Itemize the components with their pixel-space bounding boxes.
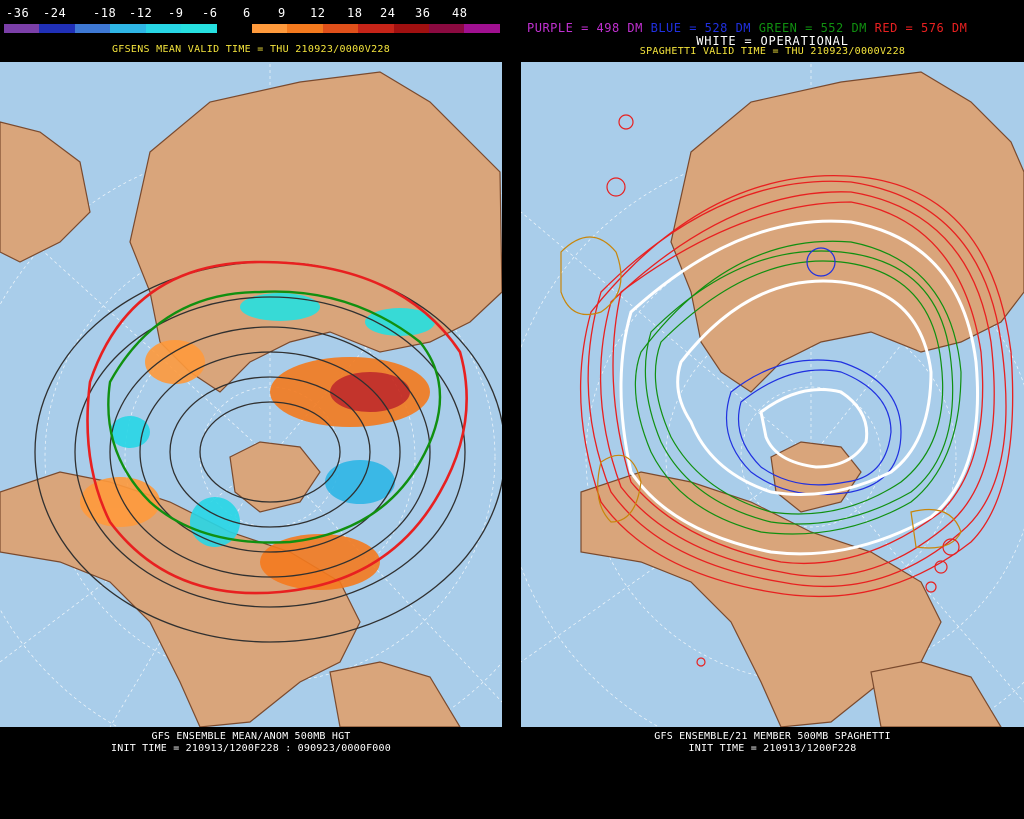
colorbar-label: 6 [243,6,251,20]
colorbar [4,24,500,33]
colorbar-swatch [287,24,323,33]
colorbar-swatch [358,24,394,33]
valid-time-title: SPAGHETTI VALID TIME = THU 210923/0000V2… [639,46,906,57]
colorbar-swatch [322,24,359,33]
colorbar-swatch [145,24,182,33]
footer-init-time: INIT TIME = 210913/1200F228 [688,743,857,754]
panel-divider [502,0,521,819]
legend-red: RED = 576 DM [874,21,968,35]
landmasses [580,71,1024,727]
eurasia-land [670,71,1024,393]
colorbar-swatch [181,24,217,33]
colorbar-swatch [39,24,75,33]
operational-legend: WHITE = OPERATIONAL [696,34,849,48]
south-america-land [870,661,1002,727]
contour-576 [86,260,468,595]
colorbar-swatch [4,24,40,33]
colorbar-label: -6 [202,6,218,20]
footer-title: GFS ENSEMBLE MEAN/ANOM 500MB HGT [151,731,351,742]
africa-land [0,121,91,263]
north-america-land [0,471,361,727]
spaghetti-map [521,62,1024,727]
colorbar-label: -12 [129,6,153,20]
footer-init-time: INIT TIME = 210913/1200F228 : 090923/000… [111,743,391,754]
footer-title: GFS ENSEMBLE/21 MEMBER 500MB SPAGHETTI [654,731,891,742]
mean-anomaly-map [0,62,502,727]
colorbar-label: -18 [93,6,117,20]
contour-552 [107,290,442,544]
legend-blue: BLUE = 528 DM [650,21,752,35]
greenland-land [229,441,321,513]
blue-528-contours [725,247,902,496]
colorbar-label: 18 [347,6,363,20]
colorbar-label: 36 [415,6,431,20]
colorbar-swatch [110,24,146,33]
colorbar-swatch [74,24,111,33]
colorbar-label: -24 [43,6,67,20]
red-576-contours [579,175,1014,598]
south-america-land [329,661,461,727]
colorbar-swatch [429,24,465,33]
colorbar-swatch [393,24,430,33]
legend-green: GREEN = 552 DM [758,21,867,35]
spaghetti-legend: PURPLE = 498 DM BLUE = 528 DM GREEN = 55… [527,21,967,35]
valid-time-title: GFSENS MEAN VALID TIME = THU 210923/0000… [111,44,391,55]
colorbar-label: 48 [452,6,468,20]
colorbar-swatch [464,24,500,33]
red-scatter-circles [606,114,960,667]
legend-purple: PURPLE = 498 DM [527,21,643,35]
colorbar-label: -9 [168,6,184,20]
colorbar-label: 24 [380,6,396,20]
colorbar-swatch [216,24,252,33]
colorbar-label: 12 [310,6,326,20]
orange-outlier-contours [560,236,962,549]
colorbar-label: 9 [278,6,286,20]
colorbar-label: -36 [6,6,30,20]
spaghetti-panel: PURPLE = 498 DM BLUE = 528 DM GREEN = 55… [521,0,1024,819]
ensemble-mean-panel: -36 -24 -18 -12 -9 -6 6 9 12 18 24 36 48… [0,0,502,819]
colorbar-swatch [251,24,288,33]
